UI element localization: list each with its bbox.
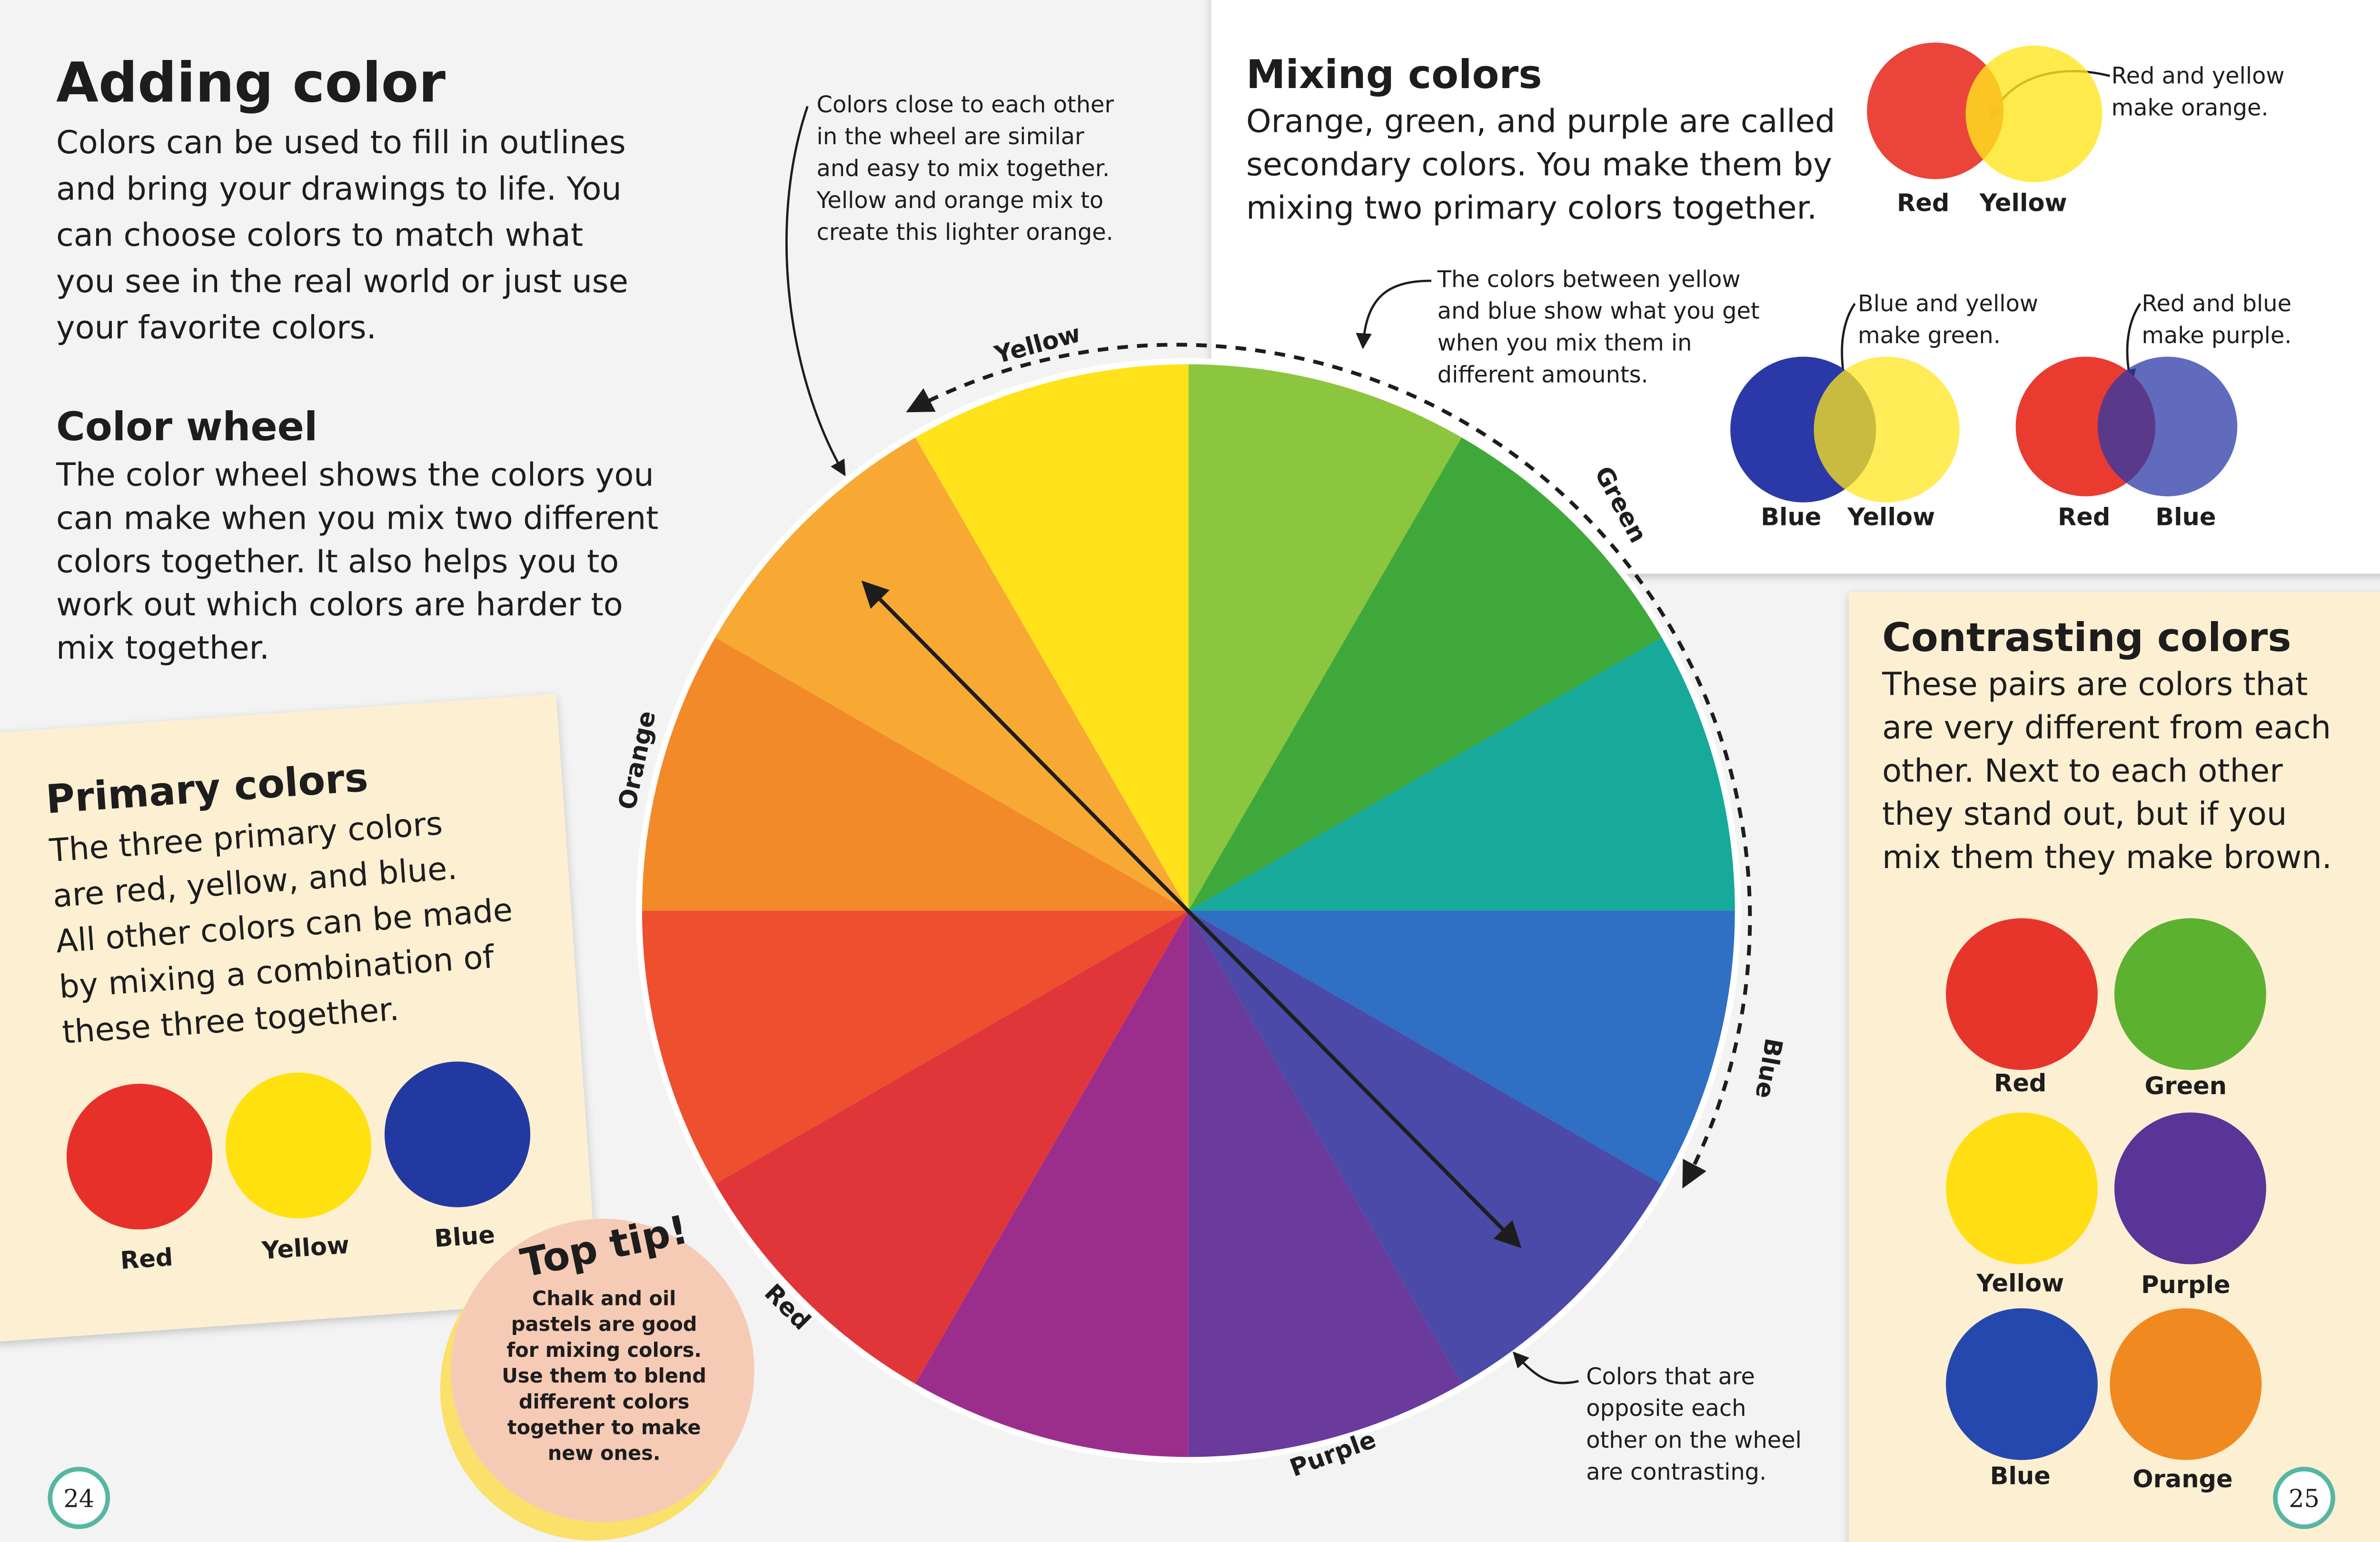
text-line: new ones. — [548, 1442, 661, 1465]
heading: Color wheel — [56, 404, 317, 450]
text-line: Colors can be used to fill in outlines — [56, 124, 626, 161]
swatch-label: Yellow — [1976, 1270, 2064, 1298]
text-line: Blue and yellow — [1858, 291, 2038, 317]
swatch-label: Orange — [2132, 1465, 2232, 1493]
text-line: Red and blue — [2142, 291, 2291, 317]
swatch-yellow — [1946, 1112, 2098, 1265]
text-line: other on the wheel — [1586, 1427, 1802, 1453]
text-line: are very different from each — [1882, 709, 2331, 746]
primary-swatch — [225, 1072, 372, 1218]
text-line: can make when you mix two different — [56, 499, 658, 536]
mix-red — [1867, 42, 2004, 179]
swatch-label: Blue — [2155, 503, 2216, 531]
text-line: Orange, green, and purple are called — [1246, 103, 1835, 140]
text-line: colors together. It also helps you to — [56, 543, 619, 580]
swatch-label: Yellow — [1847, 503, 1935, 531]
text-line: in the wheel are similar — [817, 124, 1085, 150]
text-line: different colors — [519, 1390, 690, 1413]
text-line: work out which colors are harder to — [56, 586, 623, 623]
page-badge-right — [2273, 1467, 2335, 1529]
primary-swatch — [384, 1061, 531, 1207]
mix-yellow — [1965, 45, 2102, 182]
text-line: together to make — [507, 1416, 701, 1439]
text-line: opposite each — [1586, 1395, 1746, 1422]
text-line: The colors between yellow — [1437, 267, 1741, 293]
text-line: The color wheel shows the colors you — [56, 456, 654, 494]
swatch-orange — [2110, 1308, 2262, 1460]
text-line: Colors that are — [1586, 1364, 1755, 1390]
swatch-label: Blue — [1761, 503, 1821, 531]
text-line: are contrasting. — [1586, 1459, 1766, 1485]
text-line: can choose colors to match what — [56, 217, 583, 254]
page-number: 24 — [63, 1485, 94, 1513]
swatch-label: Yellow — [1979, 189, 2067, 217]
text-line: and bring your drawings to life. You — [56, 170, 622, 207]
swatch-label: Blue — [434, 1221, 496, 1253]
swatch-label: Red — [2058, 503, 2110, 531]
text-line: mix together. — [56, 629, 269, 666]
text-line: they stand out, but if you — [1882, 795, 2287, 832]
swatch-red — [1946, 918, 2098, 1070]
mix-blue-2 — [2097, 356, 2238, 496]
page-number: 25 — [2289, 1485, 2320, 1513]
text-line: Use them to blend — [502, 1364, 706, 1387]
text-line: pastels are good — [511, 1313, 697, 1336]
text-line: Yellow and orange mix to — [816, 188, 1104, 214]
text-line: other. Next to each other — [1882, 752, 2283, 789]
text-line: and easy to mix together. — [817, 156, 1110, 182]
text-line: mix them they make brown. — [1882, 839, 2332, 876]
similar-arrow — [785, 106, 846, 476]
heading: Mixing colors — [1246, 51, 1542, 98]
swatch-label: Green — [2145, 1072, 2227, 1100]
text-line: mixing two primary colors together. — [1246, 189, 1817, 226]
text-line: different amounts. — [1438, 362, 1648, 388]
swatch-label: Yellow — [260, 1231, 350, 1265]
text-line: you see in the real world or just use — [56, 263, 628, 300]
tip-circle — [451, 1218, 754, 1522]
swatch-label: Red — [1897, 189, 1949, 217]
mix-yellow-2 — [1814, 356, 1960, 503]
heading: Contrasting colors — [1882, 614, 2291, 661]
text-line: secondary colors. You make them by — [1246, 146, 1832, 183]
swatch-label: Purple — [2141, 1271, 2230, 1299]
swatch-green — [2114, 918, 2266, 1070]
between-arrow — [1356, 279, 1432, 349]
title: Adding color — [56, 51, 446, 115]
swatch-label: Red — [119, 1244, 174, 1275]
text-line: Chalk and oil — [532, 1287, 676, 1310]
text-line: your favorite colors. — [56, 309, 377, 346]
text-line: and blue show what you get — [1438, 298, 1760, 325]
text-line: Red and yellow — [2112, 63, 2285, 89]
swatch-purple — [2114, 1112, 2266, 1265]
swatch-blue — [1946, 1308, 2098, 1460]
text-line: make green. — [1858, 323, 2001, 349]
contrast-arrow — [1512, 1351, 1579, 1384]
text-line: when you mix them in — [1438, 330, 1692, 356]
text-line: create this lighter orange. — [817, 219, 1113, 246]
swatch-label: Red — [1994, 1069, 2046, 1097]
primary-swatch — [66, 1084, 213, 1230]
text-line: Colors close to each other — [817, 92, 1114, 118]
text-line: make orange. — [2112, 95, 2269, 121]
text-line: These pairs are colors that — [1882, 666, 2308, 703]
text-line: for mixing colors. — [506, 1339, 702, 1362]
page-badge-left — [48, 1467, 110, 1529]
swatch-label: Blue — [1990, 1463, 2051, 1491]
text-line: make purple. — [2142, 323, 2291, 349]
opposite-arrow — [861, 580, 1522, 1248]
